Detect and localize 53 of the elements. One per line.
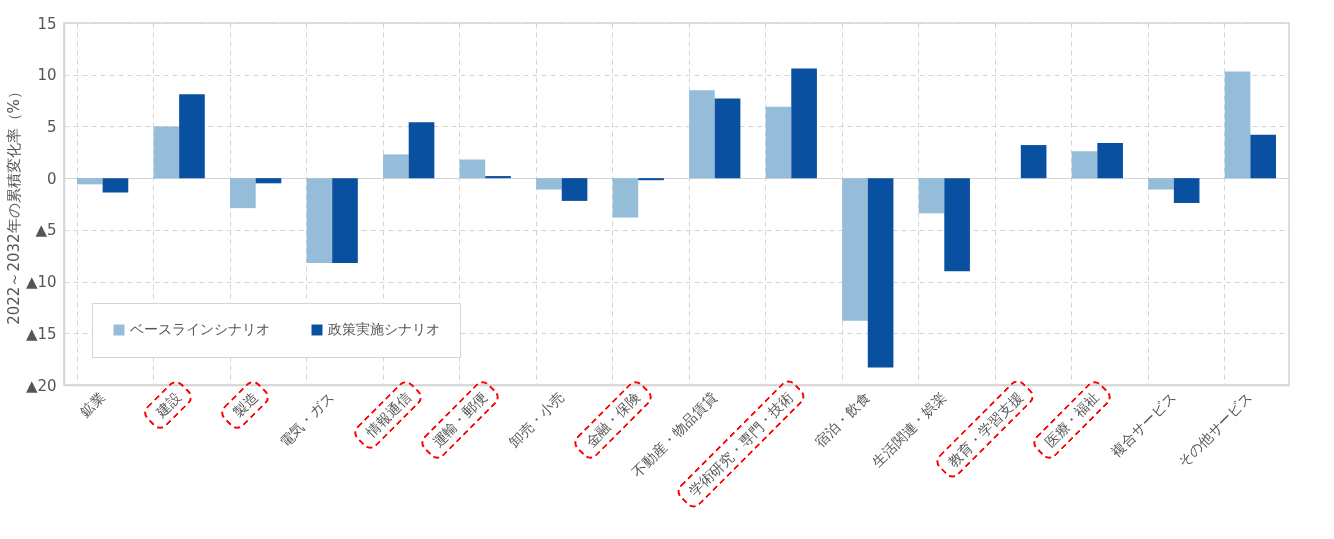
x-tick-label: 情報通信 <box>362 389 414 441</box>
bar <box>255 178 282 184</box>
bar <box>842 178 868 321</box>
bar <box>230 178 256 209</box>
x-tick-label: 運輸・郵便 <box>429 389 491 450</box>
bar <box>383 154 409 179</box>
y-tick-label: 5 <box>46 117 57 136</box>
bar <box>306 178 333 263</box>
bar <box>153 126 180 179</box>
legend-label: ベースラインシナリオ <box>130 321 270 337</box>
x-tick-label: 建設 <box>152 389 185 421</box>
bar <box>536 178 562 190</box>
y-tick-label: 15 <box>37 14 57 33</box>
y-tick-label: ▲10 <box>25 273 57 292</box>
x-tick-label: 金融・保険 <box>582 389 644 450</box>
x-tick-label: 宿泊・飲食 <box>811 389 873 450</box>
bar <box>179 94 205 179</box>
y-tick-label: 0 <box>46 169 57 188</box>
y-tick-label: 10 <box>37 66 57 85</box>
bar <box>867 178 894 368</box>
x-tick-label: 鉱業 <box>76 389 108 421</box>
bar <box>689 90 715 179</box>
bar <box>944 178 970 272</box>
y-tick-label: ▲20 <box>25 376 57 395</box>
bar <box>918 178 945 214</box>
bar <box>1250 134 1276 179</box>
bar <box>77 178 103 185</box>
bar <box>612 178 639 218</box>
x-tick-label: 製造 <box>229 389 261 421</box>
bar <box>459 159 486 179</box>
x-tick-label: 電気・ガス <box>276 389 338 450</box>
legend-label: 政策実施シナリオ <box>328 321 440 337</box>
bar <box>714 98 741 179</box>
y-tick-label: ▲15 <box>25 324 57 343</box>
bar <box>1224 71 1251 179</box>
y-axis-title: 2022～2032年の累積変化率（%） <box>4 84 23 325</box>
x-tick-label: 教育・学習支援 <box>945 389 1026 470</box>
bar <box>791 68 817 179</box>
bar <box>1148 178 1174 190</box>
bar <box>1173 178 1200 203</box>
bar <box>765 106 792 179</box>
bar <box>332 178 358 263</box>
bar <box>1020 145 1047 179</box>
bar <box>638 178 664 181</box>
x-tick-label: 医療・福祉 <box>1041 389 1103 450</box>
x-tick-label: 卸売・小売 <box>505 389 567 450</box>
bar <box>408 122 435 179</box>
y-tick-label: ▲5 <box>35 221 57 240</box>
bar <box>102 178 129 193</box>
bar <box>485 176 511 179</box>
bar <box>1097 142 1123 179</box>
bar <box>561 178 588 201</box>
bar <box>1071 151 1098 179</box>
